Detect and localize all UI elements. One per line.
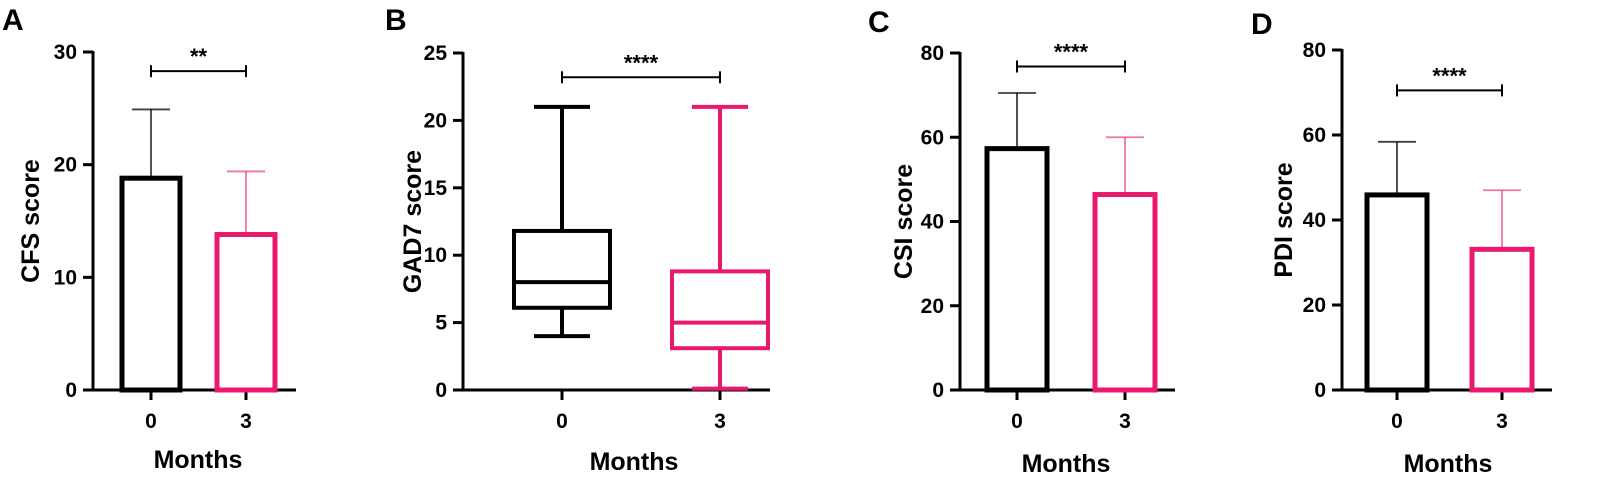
x-tick-label: 0 bbox=[1391, 410, 1403, 433]
x-tick-label: 3 bbox=[240, 410, 252, 433]
y-tick-label: 0 bbox=[932, 379, 944, 402]
y-tick-label: 20 bbox=[424, 109, 447, 132]
y-tick-label: 0 bbox=[65, 379, 77, 402]
y-tick-label: 80 bbox=[1303, 39, 1326, 62]
y-tick-label: 40 bbox=[921, 211, 944, 234]
y-tick-label: 0 bbox=[1314, 379, 1326, 402]
x-tick-label: 0 bbox=[145, 410, 157, 433]
y-tick-label: 0 bbox=[435, 379, 447, 402]
significance-label: **** bbox=[624, 50, 659, 75]
x-tick-label: 3 bbox=[714, 410, 726, 433]
box bbox=[512, 228, 612, 310]
panel-letter: A bbox=[2, 4, 24, 37]
bar bbox=[984, 146, 1050, 393]
y-tick-label: 25 bbox=[424, 42, 448, 65]
x-tick-label: 0 bbox=[556, 410, 568, 433]
x-tick-label: 3 bbox=[1119, 410, 1131, 433]
x-tick-label: 0 bbox=[1011, 410, 1023, 433]
y-axis-title: CFS score bbox=[17, 159, 45, 283]
box bbox=[670, 269, 770, 351]
y-tick-label: 40 bbox=[1303, 209, 1326, 232]
significance-label: **** bbox=[1054, 39, 1089, 64]
bar bbox=[214, 232, 278, 393]
bar bbox=[1092, 192, 1158, 393]
y-tick-label: 10 bbox=[54, 266, 77, 289]
y-tick-label: 10 bbox=[424, 244, 447, 267]
y-tick-label: 20 bbox=[1303, 294, 1326, 317]
y-tick-label: 80 bbox=[921, 42, 944, 65]
panel-letter: D bbox=[1251, 8, 1273, 41]
panel-b: B 0 5 10 15 20 25 0 3 GAD7 score Months **** bbox=[385, 4, 770, 476]
y-axis-title: CSI score bbox=[890, 164, 918, 279]
panel-d: D 0 20 40 60 80 0 3 PDI score Months **** bbox=[1251, 8, 1552, 478]
y-tick-label: 15 bbox=[424, 177, 448, 200]
significance-label: ** bbox=[190, 44, 208, 69]
panel-a: A 0 10 20 30 0 3 CFS score Months ** bbox=[2, 4, 296, 474]
bar bbox=[1469, 246, 1535, 393]
bar bbox=[119, 175, 183, 393]
x-axis-title: Months bbox=[154, 446, 243, 474]
bar bbox=[1364, 192, 1430, 393]
y-axis-title: GAD7 score bbox=[399, 150, 427, 293]
x-axis-title: Months bbox=[1404, 450, 1493, 478]
y-tick-label: 60 bbox=[1303, 124, 1326, 147]
y-tick-label: 5 bbox=[435, 312, 447, 335]
y-tick-label: 20 bbox=[54, 154, 77, 177]
panel-letter: C bbox=[868, 6, 890, 39]
y-axis-title: PDI score bbox=[1270, 162, 1298, 277]
panel-letter: B bbox=[385, 4, 407, 37]
panel-c: C 0 20 40 60 80 0 3 CSI score Months **** bbox=[868, 6, 1175, 478]
y-tick-label: 30 bbox=[54, 41, 77, 64]
y-tick-label: 60 bbox=[921, 126, 944, 149]
x-axis-title: Months bbox=[1022, 450, 1111, 478]
x-axis-title: Months bbox=[590, 448, 679, 476]
y-tick-label: 20 bbox=[921, 295, 944, 318]
significance-label: **** bbox=[1432, 63, 1467, 88]
x-tick-label: 3 bbox=[1496, 410, 1508, 433]
